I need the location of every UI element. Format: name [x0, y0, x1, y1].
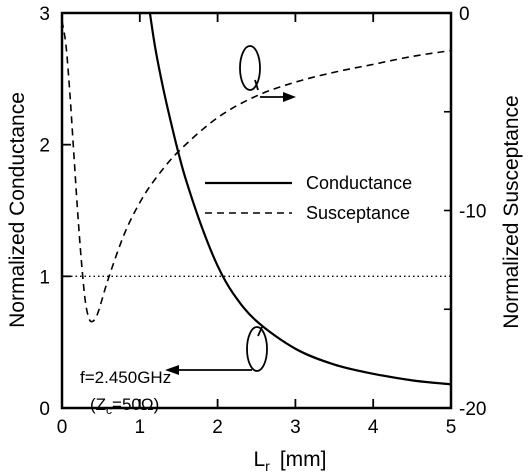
arrow-to-right-axis-icon [239, 45, 296, 102]
x-axis-label: Lr [mm] [253, 448, 326, 474]
x-tick-label: 4 [368, 417, 379, 438]
x-tick-label: 5 [446, 417, 457, 438]
legend-conductance-label: Conductance [306, 173, 412, 193]
series-line-conductance [148, 12, 452, 386]
legend-susceptance-label: Susceptance [306, 203, 410, 223]
x-axis-label-main: L [253, 448, 265, 471]
impedance-annotation: (Zc=50Ω) [90, 395, 159, 417]
y-axis-left-label: Normalized Conductance [6, 92, 29, 328]
y-axis-right-label: Normalized Susceptance [500, 95, 523, 328]
series-layer [61, 12, 452, 386]
x-tick-label: 1 [135, 417, 146, 438]
x-tick-label: 2 [212, 417, 223, 438]
impedance-sub: c [106, 403, 112, 417]
x-axis-label-unit: [mm] [280, 448, 327, 471]
y-right-tick-label: -20 [459, 399, 486, 420]
y-right-tick-label: 0 [459, 4, 470, 25]
x-tick-label: 3 [290, 417, 301, 438]
x-axis-label-sub: r [265, 458, 270, 474]
y-left-tick-label: 2 [39, 136, 50, 157]
frequency-annotation: f=2.450GHz [80, 368, 171, 387]
y-left-tick-label: 0 [39, 399, 50, 420]
series-line-susceptance [61, 20, 452, 323]
legend: Conductance Susceptance [205, 173, 412, 223]
ticks-layer: 0 1 2 3 4 5 0 1 2 3 -20 -10 0 [39, 4, 486, 438]
impedance-prefix: (Z [90, 395, 106, 414]
impedance-suffix: =50Ω) [112, 395, 159, 414]
x-tick-label: 0 [57, 417, 68, 438]
y-left-tick-label: 3 [39, 4, 50, 25]
y-right-tick-label: -10 [459, 202, 486, 223]
y-left-tick-label: 1 [39, 267, 50, 288]
arrow-to-left-axis-icon [165, 326, 268, 375]
